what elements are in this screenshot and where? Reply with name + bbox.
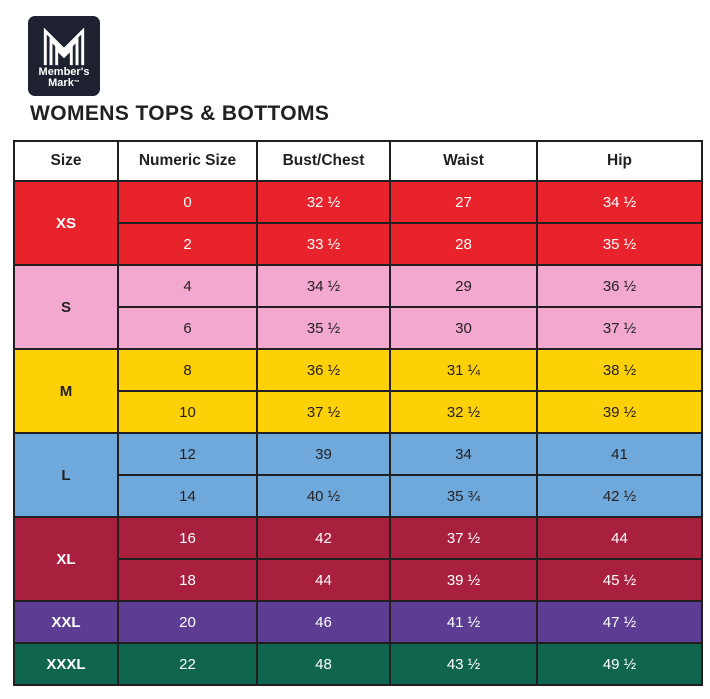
measurement-cell: 14 [117, 474, 258, 518]
table-row: XXXL 22 48 43 ½ 49 ½ [13, 642, 703, 686]
measurement-cell: 42 ½ [536, 474, 703, 518]
measurement-cell: 34 ½ [256, 264, 391, 308]
table-row: 2 33 ½ 28 35 ½ [14, 222, 703, 266]
measurement-cell: 37 ½ [389, 516, 538, 560]
size-cell: L [13, 432, 119, 518]
measurement-cell: 20 [117, 600, 258, 644]
measurement-cell: 41 [536, 432, 703, 476]
table-row: XL 16 42 37 ½ 44 [13, 516, 703, 602]
column-header: Waist [389, 140, 538, 182]
logo-line1: Member's [38, 66, 90, 78]
table-row: 14 40 ½ 35 ¾ 42 ½ [14, 474, 703, 518]
column-header: Hip [536, 140, 703, 182]
m-monogram-icon [43, 27, 85, 66]
table-row: 10 37 ½ 32 ½ 39 ½ [14, 390, 703, 434]
measurement-cell: 44 [536, 516, 703, 560]
measurement-cell: 4 [117, 264, 258, 308]
table-body: XS 0 32 ½ 27 34 ½ 2 33 ½ 28 35 ½ S 4 34 ½ 29 36 ½ 6 35 … [13, 180, 703, 686]
measurement-cell: 34 ½ [536, 180, 703, 224]
measurement-cell: 34 [389, 432, 538, 476]
logo-line2: Mark [48, 77, 74, 89]
measurement-cell: 35 ¾ [389, 474, 538, 518]
page-title: WOMENS TOPS & BOTTOMS [30, 102, 330, 125]
measurement-cell: 35 ½ [536, 222, 703, 266]
measurement-cell: 35 ½ [256, 306, 391, 350]
measurement-cell: 32 ½ [389, 390, 538, 434]
logo-wordmark: Member's Mark™ [39, 67, 90, 89]
column-header: Numeric Size [117, 140, 258, 182]
measurement-cell: 33 ½ [256, 222, 391, 266]
measurement-cell: 22 [117, 642, 258, 686]
column-header: Size [13, 140, 119, 182]
measurement-cell: 27 [389, 180, 538, 224]
measurement-cell: 49 ½ [536, 642, 703, 686]
size-cell: XXXL [13, 642, 119, 686]
measurement-cell: 10 [117, 390, 258, 434]
measurement-cell: 12 [117, 432, 258, 476]
measurement-cell: 39 ½ [536, 390, 703, 434]
measurement-cell: 6 [117, 306, 258, 350]
measurement-cell: 43 ½ [389, 642, 538, 686]
measurement-cell: 42 [256, 516, 391, 560]
measurement-cell: 39 [256, 432, 391, 476]
measurement-cell: 2 [117, 222, 258, 266]
measurement-cell: 37 ½ [536, 306, 703, 350]
measurement-cell: 36 ½ [536, 264, 703, 308]
table-row: XXL 20 46 41 ½ 47 ½ [13, 600, 703, 644]
measurement-cell: 39 ½ [389, 558, 538, 602]
measurement-cell: 31 ¼ [389, 348, 538, 392]
size-cell: XS [13, 180, 119, 266]
size-cell: XXL [13, 600, 119, 644]
header-row: Size Numeric Size Bust/Chest Waist Hip [13, 140, 703, 182]
measurement-cell: 29 [389, 264, 538, 308]
table-row: L 12 39 34 41 [13, 432, 703, 518]
measurement-cell: 44 [256, 558, 391, 602]
size-cell: M [13, 348, 119, 434]
trademark-symbol: ™ [73, 80, 80, 86]
measurement-cell: 16 [117, 516, 258, 560]
measurement-cell: 40 ½ [256, 474, 391, 518]
measurement-cell: 48 [256, 642, 391, 686]
table-row: 6 35 ½ 30 37 ½ [14, 306, 703, 350]
members-mark-logo: Member's Mark™ [28, 16, 100, 96]
size-cell: XL [13, 516, 119, 602]
measurement-cell: 37 ½ [256, 390, 391, 434]
measurement-cell: 38 ½ [536, 348, 703, 392]
measurement-cell: 8 [117, 348, 258, 392]
measurement-cell: 28 [389, 222, 538, 266]
measurement-cell: 18 [117, 558, 258, 602]
size-cell: S [13, 264, 119, 350]
table-row: 18 44 39 ½ 45 ½ [14, 558, 703, 602]
measurement-cell: 32 ½ [256, 180, 391, 224]
table-row: S 4 34 ½ 29 36 ½ [13, 264, 703, 350]
measurement-cell: 36 ½ [256, 348, 391, 392]
measurement-cell: 45 ½ [536, 558, 703, 602]
measurement-cell: 47 ½ [536, 600, 703, 644]
measurement-cell: 41 ½ [389, 600, 538, 644]
measurement-cell: 46 [256, 600, 391, 644]
measurement-cell: 0 [117, 180, 258, 224]
size-chart-table: Size Numeric Size Bust/Chest Waist Hip XS 0 32… [13, 140, 703, 686]
column-header: Bust/Chest [256, 140, 391, 182]
table-row: M 8 36 ½ 31 ¼ 38 ½ [13, 348, 703, 434]
measurement-cell: 30 [389, 306, 538, 350]
table-row: XS 0 32 ½ 27 34 ½ [13, 180, 703, 266]
